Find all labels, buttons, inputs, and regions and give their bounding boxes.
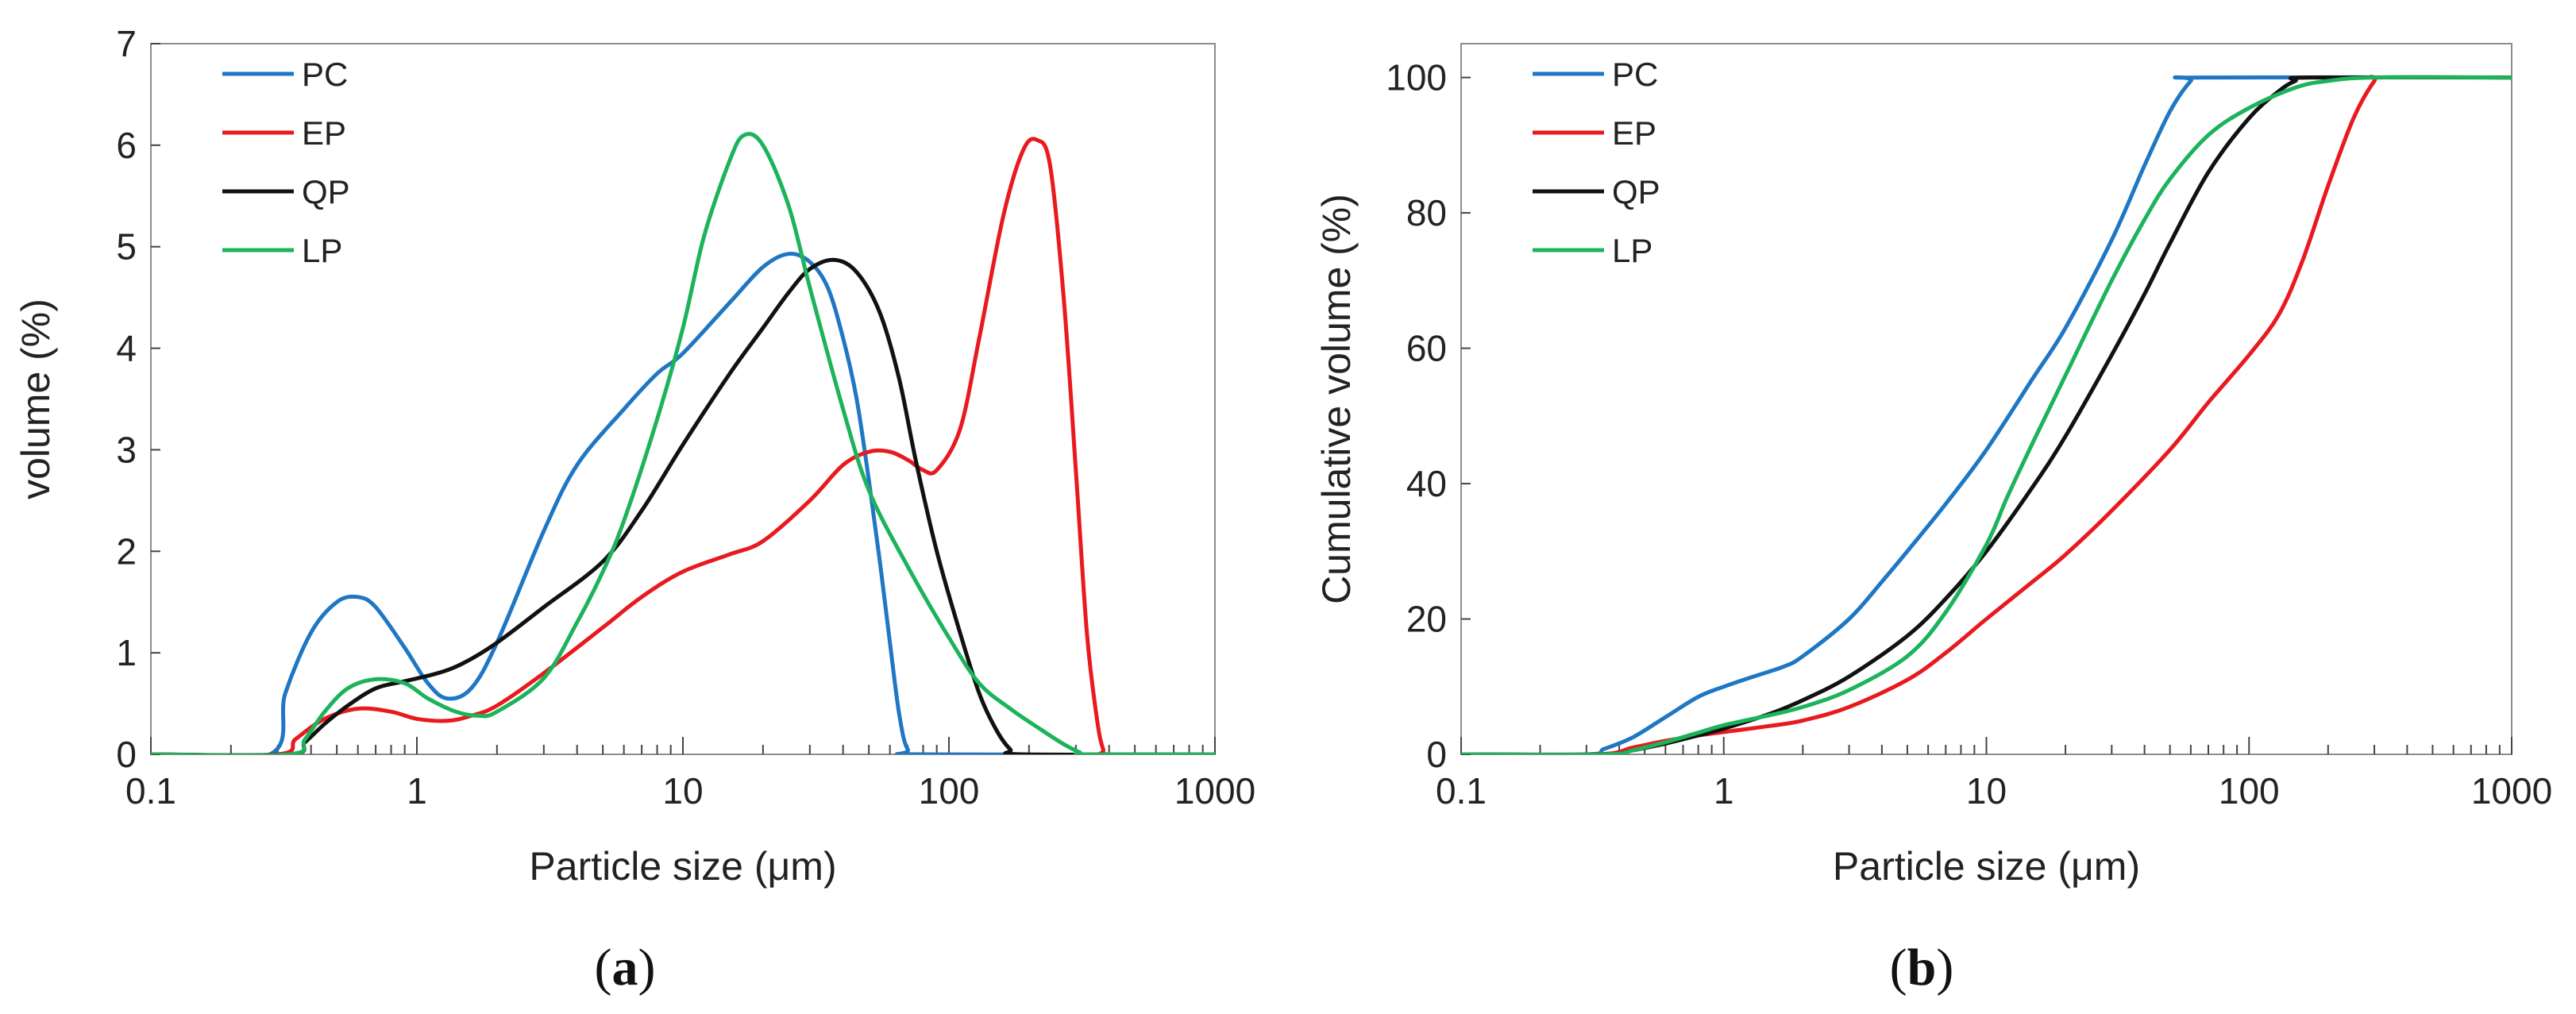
x-tick-label: 100 (919, 770, 980, 812)
y-tick-label: 2 (116, 530, 137, 572)
y-tick-label: 0 (116, 734, 137, 775)
x-tick-label: 10 (662, 770, 703, 812)
x-tick-label: 100 (2219, 770, 2280, 812)
legend: PC EP QP LP (222, 56, 350, 269)
y-tick-label: 0 (1426, 734, 1447, 775)
y-tick-label: 7 (116, 23, 137, 64)
y-axis-title: volume (%) (13, 299, 58, 499)
legend-label-qp: QP (1612, 173, 1660, 210)
x-tick-label: 0.1 (1436, 770, 1487, 812)
x-tick-label: 1 (1714, 770, 1734, 812)
y-tick-label: 4 (116, 328, 137, 369)
x-axis-title: Particle size (μm) (1833, 844, 2140, 889)
series-line-lp (1461, 75, 2512, 754)
legend-label-ep: EP (302, 114, 346, 152)
y-tick-label: 3 (116, 429, 137, 470)
x-tick-label: 10 (1966, 770, 2007, 812)
series-line-ep (151, 137, 1215, 754)
legend-label-lp: LP (1612, 232, 1652, 269)
legend-label-lp: LP (302, 232, 342, 269)
y-tick-label: 6 (116, 125, 137, 166)
legend-label-pc: PC (302, 56, 348, 93)
panel-a-label: (a) (595, 939, 656, 997)
x-axis-title: Particle size (μm) (529, 844, 836, 889)
panel-a-chart: 0.1 1 10 100 1000 0 1 2 3 4 5 6 7 Particle size (μm) v… (13, 23, 1255, 889)
y-axis-title: Cumulative volume (%) (1314, 194, 1359, 604)
y-tick-label: 60 (1406, 328, 1447, 369)
y-tick-label: 40 (1406, 463, 1447, 504)
x-tick-label: 1000 (1174, 770, 1255, 812)
legend: PC EP QP LP (1533, 56, 1660, 269)
series-line-pc (1461, 75, 2512, 754)
x-tick-label: 1 (407, 770, 427, 812)
legend-label-ep: EP (1612, 114, 1656, 152)
panel-b-chart: 0.1 1 10 100 1000 0 20 40 60 80 100 Particle size (… (1314, 43, 2552, 889)
y-tick-label: 100 (1386, 57, 1447, 98)
x-tick-label: 0.1 (125, 770, 176, 812)
legend-label-qp: QP (302, 173, 350, 210)
series-line-lp (151, 132, 1215, 754)
y-tick-label: 80 (1406, 192, 1447, 233)
panel-b-label: (b) (1890, 939, 1954, 997)
series-line-pc (151, 252, 1215, 754)
x-tick-label: 1000 (2471, 770, 2552, 812)
y-tick-label: 5 (116, 226, 137, 268)
y-tick-label: 1 (116, 632, 137, 673)
legend-label-pc: PC (1612, 56, 1658, 93)
y-tick-label: 20 (1406, 599, 1447, 640)
